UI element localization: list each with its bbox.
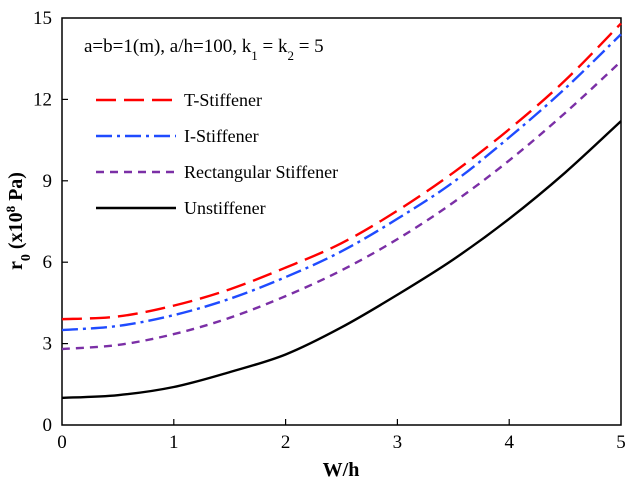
y-axis-title: r0 (x108 Pa)	[3, 172, 34, 270]
y-axis-title-main: r	[5, 261, 27, 270]
x-tick-label: 0	[57, 432, 67, 453]
series-line-unstiffener	[61, 120, 622, 400]
y-axis-title-rest2: Pa)	[5, 172, 27, 206]
y-axis-title-sub: 0	[19, 254, 34, 261]
y-axis-title-rest1: (x10	[5, 212, 27, 254]
plot-area	[61, 17, 622, 426]
legend: T-Stiffener I-Stiffener Rectangular Stiffe…	[96, 90, 338, 218]
annotation-sub1: 1	[251, 48, 258, 63]
legend-label: T-Stiffener	[184, 90, 262, 110]
x-tick-label: 2	[281, 432, 291, 453]
annotation: a=b=1(m), a/h=100, k1 = k2 = 5	[84, 36, 324, 63]
annotation-sub2: 2	[287, 48, 294, 63]
x-axis-title: W/h	[323, 459, 360, 481]
legend-label: Rectangular Stiffener	[184, 162, 338, 182]
y-tick-label: 15	[33, 8, 52, 29]
y-axis-title-sup: 8	[3, 205, 18, 212]
y-tick-label: 12	[33, 89, 52, 110]
y-tick-label: 0	[43, 415, 53, 436]
annotation-part1: a=b=1(m), a/h=100, k	[84, 36, 252, 57]
y-tick-label: 6	[43, 252, 53, 273]
x-tick-label: 4	[504, 432, 514, 453]
series-line-rectangular-stiffener	[61, 60, 622, 351]
annotation-part3: = 5	[294, 36, 324, 57]
y-tick-label: 9	[43, 171, 53, 192]
x-tick-label: 5	[616, 432, 626, 453]
y-tick-label: 3	[43, 334, 53, 355]
x-tick-label: 1	[169, 432, 179, 453]
series-line-i-stiffener	[61, 33, 622, 332]
legend-label: I-Stiffener	[184, 126, 259, 146]
legend-label: Unstiffener	[184, 198, 266, 218]
series-line-t-stiffener	[61, 22, 622, 321]
annotation-part2: = k	[258, 36, 288, 57]
x-tick-label: 3	[393, 432, 403, 453]
